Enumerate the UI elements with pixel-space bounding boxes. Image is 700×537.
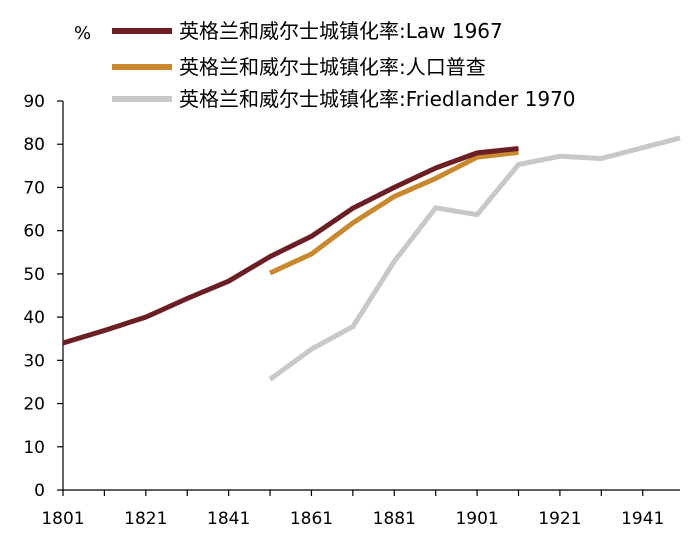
legend-label-1: 英格兰和威尔士城镇化率:人口普查	[179, 55, 486, 79]
series-line-2	[268, 135, 681, 382]
series-line-1	[268, 149, 519, 276]
legend-label-2: 英格兰和威尔士城镇化率:Friedlander 1970	[179, 87, 576, 111]
y-tick-label: 10	[23, 438, 45, 458]
y-axis: 0 10 20 30 40 50 60 70 80 90	[23, 92, 64, 501]
y-tick-label: 60	[23, 222, 45, 242]
legend: 英格兰和威尔士城镇化率:Law 1967 英格兰和威尔士城镇化率:人口普查英格兰和…	[112, 19, 576, 111]
x-tick-label: 1881	[373, 509, 416, 529]
x-tick-label: 1921	[538, 509, 581, 529]
y-axis-unit: %	[74, 23, 91, 44]
y-tick-label: 40	[23, 308, 45, 328]
x-tick-label: 1841	[207, 509, 250, 529]
x-tick-label: 1941	[621, 509, 664, 529]
x-axis: 1801 1821 1841 1861 1881 1901 1921 1941	[41, 489, 680, 529]
y-tick-label: 50	[23, 265, 45, 285]
x-tick-label: 1821	[124, 509, 167, 529]
x-tick-label: 1861	[290, 509, 333, 529]
x-tick-label: 1801	[41, 509, 84, 529]
y-tick-label: 80	[23, 135, 45, 155]
series-line-0	[62, 146, 519, 346]
x-tick-label: 1901	[455, 509, 498, 529]
y-tick-label: 30	[23, 351, 45, 371]
y-tick-label: 20	[23, 395, 45, 415]
y-tick-label: 70	[23, 178, 45, 198]
legend-label-0: 英格兰和威尔士城镇化率:Law 1967	[179, 19, 503, 43]
y-tick-label: 90	[23, 92, 45, 112]
plot-area	[62, 135, 681, 382]
y-tick-label: 0	[34, 481, 45, 501]
